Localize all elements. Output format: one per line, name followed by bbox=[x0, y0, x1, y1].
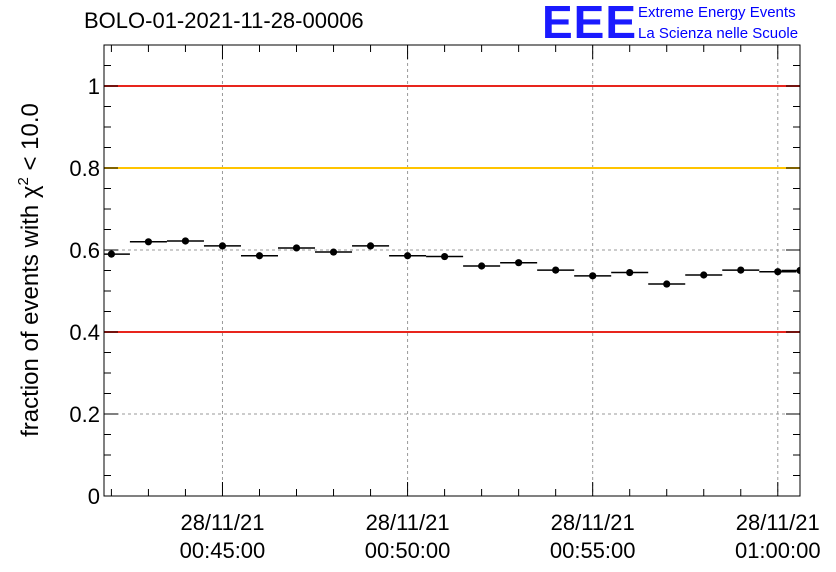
x-tick-label-date: 28/11/21 bbox=[736, 510, 820, 535]
data-point bbox=[218, 242, 227, 250]
data-point bbox=[403, 252, 412, 260]
data-point bbox=[292, 244, 301, 252]
data-point bbox=[144, 238, 153, 246]
data-point bbox=[774, 268, 782, 276]
y-tick-label: 0.2 bbox=[69, 402, 100, 427]
data-point bbox=[478, 262, 486, 270]
reference-lines bbox=[104, 85, 800, 333]
data-point bbox=[626, 268, 634, 277]
data-point bbox=[107, 250, 116, 258]
data-point bbox=[181, 237, 190, 245]
x-tick-label-time: 01:00:00 bbox=[735, 538, 821, 563]
data-point bbox=[366, 242, 375, 250]
grid-lines bbox=[104, 45, 800, 496]
logo-line-1: Extreme Energy Events bbox=[638, 4, 796, 21]
data-point bbox=[329, 248, 338, 256]
x-tick-label-time: 00:45:00 bbox=[180, 538, 266, 563]
y-tick-label: 0.6 bbox=[69, 238, 100, 263]
data-point bbox=[589, 272, 597, 280]
data-point bbox=[796, 266, 800, 275]
y-tick-label: 0.8 bbox=[69, 156, 100, 181]
axis-labels: 0 0.2 0.4 0.6 0.8 1 28/11/21 00:45:00 28/11/21 00… bbox=[15, 74, 821, 563]
logo-line-2: La Scienza nelle Scuole bbox=[638, 25, 799, 42]
data-point bbox=[700, 271, 708, 279]
eee-logo: EEE Extreme Energy Events La Scienza nel… bbox=[542, 0, 836, 46]
plot-frame bbox=[103, 44, 801, 497]
data-point bbox=[440, 252, 449, 261]
x-tick-label-date: 28/11/21 bbox=[366, 510, 450, 535]
y-axis-label: fraction of events with χ2 < 10.0 bbox=[15, 103, 44, 437]
y-tick-label: 1 bbox=[88, 74, 100, 99]
chart-title: BOLO-01-2021-11-28-00006 bbox=[84, 8, 364, 33]
eee-logo-letters: EEE bbox=[542, 0, 638, 48]
data-point bbox=[552, 266, 560, 274]
x-tick-label-time: 00:55:00 bbox=[550, 538, 636, 563]
y-tick-label: 0.4 bbox=[69, 320, 100, 345]
data-point bbox=[255, 252, 264, 260]
axes bbox=[103, 44, 801, 497]
data-point bbox=[663, 280, 671, 288]
x-tick-label-time: 00:50:00 bbox=[365, 538, 451, 563]
x-tick-label-date: 28/11/21 bbox=[551, 510, 635, 535]
data-points bbox=[104, 237, 800, 288]
y-tick-label: 0 bbox=[88, 484, 100, 509]
x-tick-label-date: 28/11/21 bbox=[180, 510, 264, 535]
data-point bbox=[515, 259, 523, 267]
data-point bbox=[737, 266, 745, 274]
